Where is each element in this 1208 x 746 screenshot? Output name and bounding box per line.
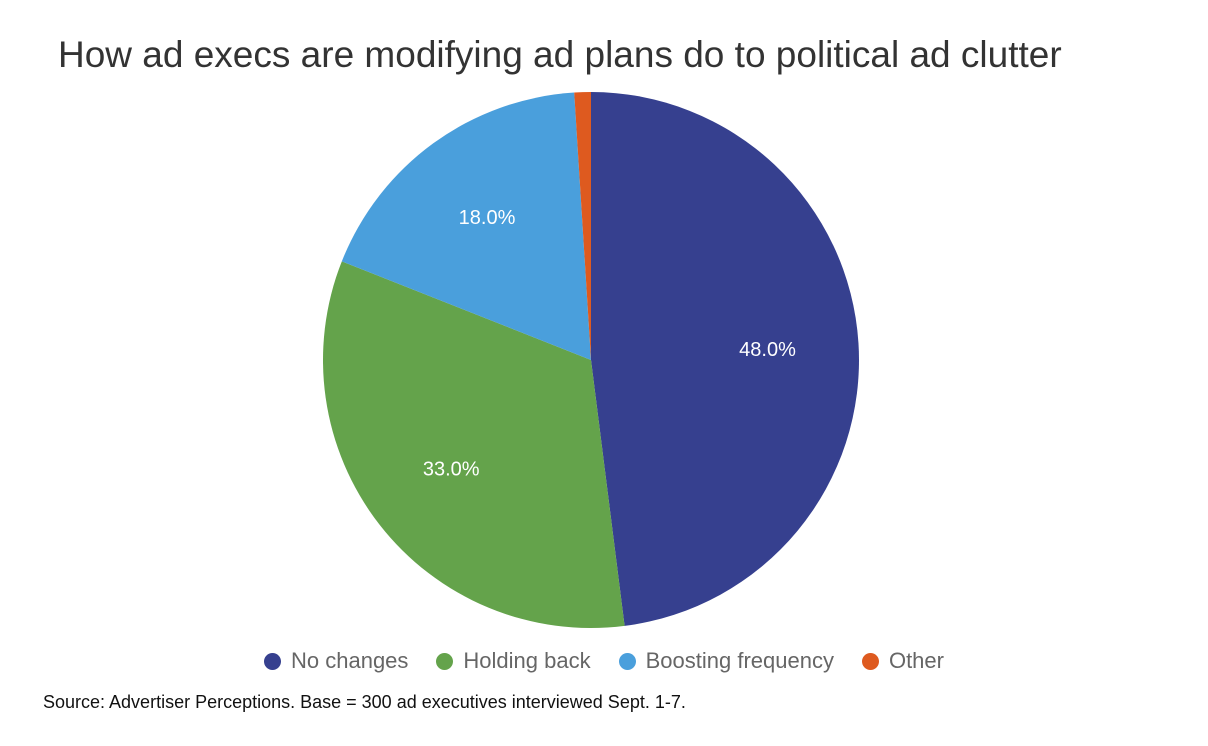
source-note: Source: Advertiser Perceptions. Base = 3…: [43, 692, 686, 712]
pie-slice-other: [574, 92, 591, 360]
legend-label-no-changes: No changes: [291, 648, 409, 673]
chart-title: How ad execs are modifying ad plans do t…: [58, 34, 1062, 75]
legend-label-other: Other: [888, 648, 944, 673]
chart-legend: No changes Holding back Boosting frequency…: [0, 648, 1208, 674]
legend-item-no-changes: No changes: [264, 648, 408, 674]
legend-swatch-no-changes: [264, 652, 281, 670]
pie-slice-holding-back: [323, 261, 625, 628]
pie-label-holding-back: 33.0%: [423, 458, 480, 480]
pie-label-boosting-frequency: 18.0%: [459, 207, 516, 229]
pie-slice-no-changes: [591, 92, 860, 626]
legend-item-other: Other: [861, 648, 944, 674]
legend-swatch-boosting-frequency: [618, 652, 636, 670]
legend-swatch-holding-back: [436, 652, 454, 670]
legend-swatch-other: [861, 652, 879, 670]
legend-label-boosting-frequency: Boosting frequency: [645, 648, 834, 673]
pie-slice-boosting-frequency: [341, 92, 591, 360]
legend-item-holding-back: Holding back: [436, 648, 591, 674]
legend-label-holding-back: Holding back: [463, 648, 591, 673]
legend-item-boosting-frequency: Boosting frequency: [618, 648, 834, 674]
pie-chart: 48.0% 33.0% 18.0%: [323, 92, 860, 628]
pie-label-no-changes: 48.0%: [739, 339, 796, 361]
